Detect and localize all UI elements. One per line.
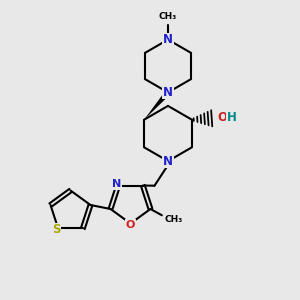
Text: CH₃: CH₃ (165, 215, 183, 224)
Text: S: S (52, 223, 61, 236)
Text: N: N (163, 86, 173, 99)
Polygon shape (144, 90, 170, 120)
Text: H: H (227, 111, 237, 124)
Text: N: N (112, 179, 122, 189)
Text: O: O (126, 220, 135, 230)
Text: N: N (163, 154, 173, 168)
Text: O: O (218, 111, 228, 124)
Text: CH₃: CH₃ (159, 12, 177, 21)
Text: N: N (163, 33, 173, 46)
